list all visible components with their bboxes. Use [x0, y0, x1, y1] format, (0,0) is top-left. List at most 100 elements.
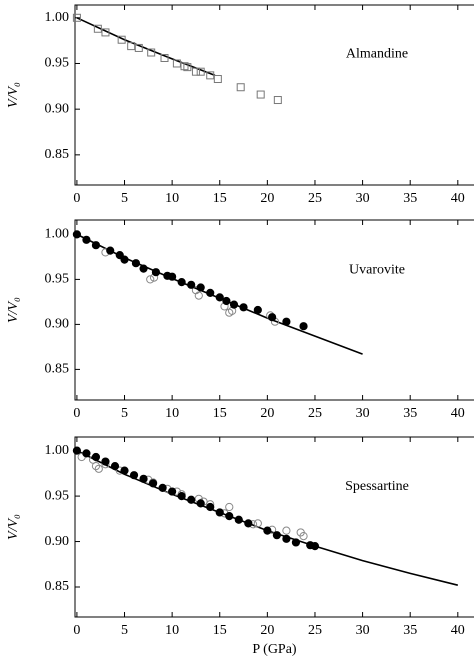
- x-tick-label: 35: [403, 191, 417, 206]
- x-tick-label: 10: [165, 191, 179, 206]
- x-tick-label: 20: [260, 623, 274, 638]
- data-point: [147, 48, 156, 57]
- y-tick-label: 0.95: [45, 488, 70, 503]
- x-tick-label: 40: [451, 623, 465, 638]
- x-tick-label: 25: [308, 623, 322, 638]
- data-point: [234, 515, 243, 524]
- data-point: [177, 278, 186, 287]
- plot-frame: [74, 4, 474, 186]
- y-tick-label: 0.85: [45, 579, 70, 594]
- x-tick-label: 40: [451, 191, 465, 206]
- x-tick-label: 25: [308, 406, 322, 421]
- y-tick-label: 0.90: [45, 534, 70, 549]
- data-point: [134, 43, 143, 52]
- panel-label: Spessartine: [345, 479, 409, 494]
- y-axis-label: V/V₀: [6, 82, 21, 108]
- data-point: [282, 317, 291, 326]
- data-point: [299, 531, 308, 541]
- x-tick-label: 0: [73, 191, 80, 206]
- fit-line: [76, 17, 216, 77]
- data-point: [129, 471, 139, 480]
- data-point: [215, 508, 224, 517]
- data-point: [127, 42, 136, 51]
- y-tick-label: 0.85: [45, 362, 70, 377]
- data-point: [272, 531, 281, 540]
- x-tick-label: 10: [165, 623, 179, 638]
- x-tick-label: 30: [356, 191, 370, 206]
- x-tick-label: 35: [403, 623, 417, 638]
- data-point: [91, 452, 101, 462]
- x-tick-label: 10: [165, 406, 179, 421]
- data-point: [106, 246, 115, 255]
- data-point: [82, 449, 91, 458]
- data-point: [117, 35, 126, 44]
- data-point: [72, 13, 81, 22]
- data-point: [268, 313, 277, 322]
- x-tick-label: 15: [213, 191, 227, 206]
- data-point: [263, 526, 272, 535]
- data-point: [148, 479, 158, 488]
- data-point: [196, 67, 205, 76]
- data-point: [158, 483, 167, 493]
- data-point: [282, 534, 291, 543]
- x-tick-label: 15: [213, 623, 227, 638]
- x-tick-label: 30: [356, 623, 370, 638]
- y-tick-label: 1.00: [45, 443, 70, 458]
- data-point: [101, 28, 110, 37]
- x-tick-label: 15: [213, 406, 227, 421]
- data-point: [91, 461, 101, 471]
- data-point: [168, 487, 177, 496]
- panel: 0 5 10 15 20 25 30 35 40 0.85 0.90 0.95 1.00 V/V₀ Alma…: [6, 4, 474, 206]
- data-point: [244, 519, 253, 528]
- y-tick-label: 0.85: [45, 147, 70, 162]
- panel-label: Almandine: [346, 47, 408, 62]
- y-tick-label: 0.95: [45, 272, 70, 287]
- x-axis-label: P (GPa): [252, 642, 297, 657]
- x-tick-label: 5: [121, 406, 128, 421]
- data-point: [72, 230, 82, 239]
- data-point: [299, 322, 308, 331]
- panel-label: Uvarovite: [349, 263, 405, 278]
- data-point: [187, 495, 196, 504]
- data-point: [256, 90, 265, 99]
- data-point: [222, 296, 231, 306]
- data-point: [225, 502, 234, 512]
- data-point: [120, 466, 129, 475]
- data-point: [187, 280, 196, 289]
- data-point: [213, 75, 222, 84]
- data-point: [160, 53, 169, 62]
- x-tick-label: 20: [260, 191, 274, 206]
- panel: 0 5 10 15 20 25 30 35 40 0.85 0.90 0.95 1.00 V/V₀ Spes…: [6, 436, 474, 657]
- y-tick-label: 0.90: [45, 101, 70, 116]
- data-point: [194, 291, 203, 300]
- panel: 0 5 10 15 20 25 30 35 40 0.85 0.90 0.95 1.00 V/V₀ Uvar…: [6, 219, 474, 421]
- x-tick-label: 0: [73, 406, 80, 421]
- plot-frame: [74, 219, 474, 401]
- x-tick-label: 40: [451, 406, 465, 421]
- y-axis-label: V/V₀: [6, 297, 21, 323]
- data-point: [131, 259, 141, 268]
- plot-frame: [74, 436, 474, 618]
- data-point: [172, 59, 181, 68]
- fit-line: [76, 449, 459, 586]
- data-point: [93, 24, 102, 33]
- data-point: [206, 288, 215, 297]
- data-point: [139, 264, 148, 273]
- data-point: [168, 272, 177, 281]
- data-point: [94, 464, 103, 473]
- data-point: [146, 275, 155, 284]
- y-tick-label: 0.90: [45, 317, 70, 332]
- x-tick-label: 25: [308, 191, 322, 206]
- data-point: [229, 300, 239, 309]
- data-point: [72, 446, 82, 455]
- y-tick-label: 0.95: [45, 56, 70, 71]
- y-tick-label: 1.00: [45, 227, 70, 242]
- data-point: [282, 526, 291, 535]
- data-point: [206, 71, 215, 80]
- data-point: [183, 63, 192, 72]
- data-point: [225, 511, 234, 521]
- y-axis-label: V/V₀: [6, 514, 21, 540]
- data-point: [196, 499, 205, 508]
